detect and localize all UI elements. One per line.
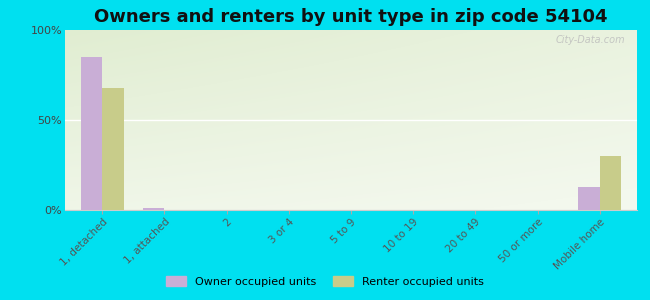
Text: City-Data.com: City-Data.com: [556, 35, 625, 45]
Bar: [81, 57, 102, 210]
Bar: [600, 156, 621, 210]
Legend: Owner occupied units, Renter occupied units: Owner occupied units, Renter occupied un…: [162, 272, 488, 291]
Bar: [102, 88, 124, 210]
Bar: [578, 187, 600, 210]
Title: Owners and renters by unit type in zip code 54104: Owners and renters by unit type in zip c…: [94, 8, 608, 26]
Bar: [143, 208, 164, 210]
